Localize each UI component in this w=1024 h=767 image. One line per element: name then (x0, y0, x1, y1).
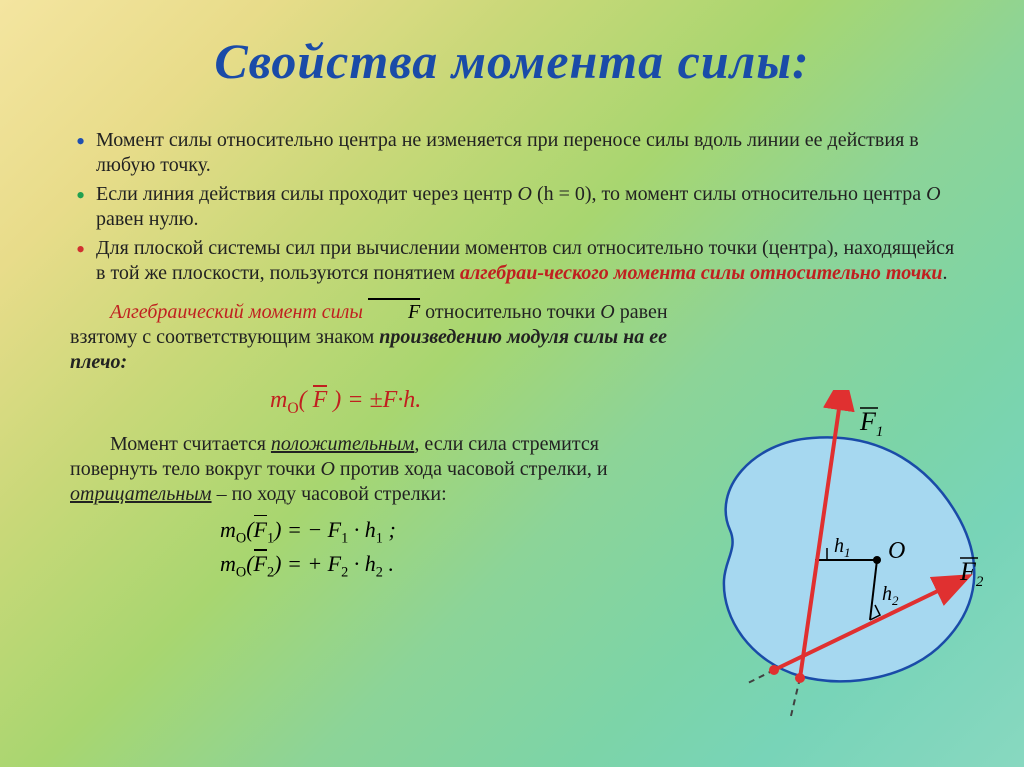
f2-F: F (254, 551, 267, 576)
bullet-3-text-b: . (942, 262, 947, 284)
f1-tail-dot (795, 673, 805, 683)
f1-m: m (220, 517, 236, 542)
bullet-2-O2: O (926, 183, 940, 205)
para2-O: O (320, 458, 334, 480)
para1-lead: Алгебраический момент силы (110, 301, 368, 323)
f2-F-bar: F (254, 549, 267, 577)
formula-rhs: = ±F·h. (341, 387, 421, 413)
bullet-2: Если линия действия силы проходит через … (70, 182, 964, 232)
label-F1: F1 (859, 407, 883, 440)
f2-rhs2: · h (348, 551, 376, 576)
para2-c: против хода часовой стрелки, и (335, 458, 608, 480)
properties-list: Момент силы относительно центра не измен… (70, 128, 964, 286)
f2-sub2: 2 (267, 565, 274, 581)
paragraph-1: Алгебраический момент силы F относительн… (70, 298, 710, 375)
para2-positive: положительным (271, 433, 414, 455)
f1-rhs: = − F (281, 517, 341, 542)
bullet-2-O: O (518, 183, 532, 205)
paragraph-2: Момент считается положительным, если сил… (70, 432, 670, 507)
f2-rhs: = + F (281, 551, 341, 576)
bullet-2-text-b: (h = 0), то момент силы относительно цен… (532, 183, 926, 205)
formula-m: m (270, 387, 287, 413)
f2-m: m (220, 551, 236, 576)
f2-end: . (383, 551, 394, 576)
f1-F-bar: F (254, 515, 267, 543)
label-F2: F2 (959, 557, 984, 590)
label-O: O (888, 538, 905, 564)
slide-title: Свойства момента силы: (0, 0, 1024, 90)
svg-text:F2: F2 (959, 557, 984, 590)
point-O (873, 556, 881, 564)
f2-O: O (236, 565, 246, 581)
moment-diagram: O h1 h2 F1 F2 (682, 390, 1002, 730)
f1-end: ; (383, 517, 396, 542)
f2-tail-dot (769, 665, 779, 675)
formula-F-bar: F (313, 385, 328, 414)
para1-F-vector: F (368, 298, 420, 325)
f1-O: O (236, 530, 246, 546)
bullet-2-text-a: Если линия действия силы проходит через … (96, 183, 518, 205)
para2-d: – по ходу часовой стрелки: (212, 483, 447, 505)
formula-F: F (313, 387, 328, 413)
f1-rhs2-sub: 1 (376, 530, 383, 546)
f2-rhs2-sub: 2 (376, 565, 383, 581)
bullet-1: Момент силы относительно центра не измен… (70, 128, 964, 178)
para1-after-f: относительно точки (425, 301, 600, 323)
para2-a: Момент считается (110, 433, 271, 455)
dash-line-f1 (790, 678, 800, 720)
para1-O: O (600, 301, 614, 323)
bullet-3: Для плоской системы сил при вычислении м… (70, 236, 964, 286)
svg-text:F1: F1 (859, 407, 883, 440)
para2-negative: отрицательным (70, 483, 212, 505)
bullet-3-emphasis: алгебраи-ческого момента силы относитель… (460, 262, 942, 284)
formula-O-sub: O (287, 400, 298, 417)
f1-sub1: 1 (267, 530, 274, 546)
f1-rhs2: · h (348, 517, 376, 542)
f1-F: F (254, 517, 267, 542)
bullet-2-text-c: равен нулю. (96, 208, 199, 230)
